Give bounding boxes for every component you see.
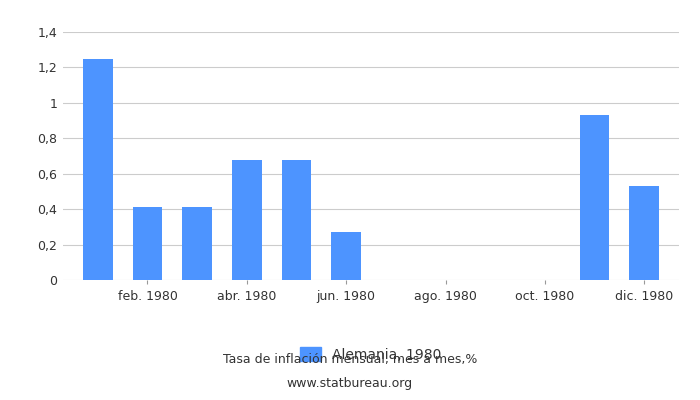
Bar [281, 160, 312, 280]
Bar [580, 115, 610, 280]
Bar [83, 58, 113, 280]
Bar [182, 207, 212, 280]
Text: www.statbureau.org: www.statbureau.org [287, 378, 413, 390]
Bar [232, 160, 262, 280]
Bar [629, 186, 659, 280]
Legend: Alemania, 1980: Alemania, 1980 [295, 342, 447, 368]
Bar [331, 232, 361, 280]
Text: Tasa de inflación mensual, mes a mes,%: Tasa de inflación mensual, mes a mes,% [223, 354, 477, 366]
Bar [132, 207, 162, 280]
